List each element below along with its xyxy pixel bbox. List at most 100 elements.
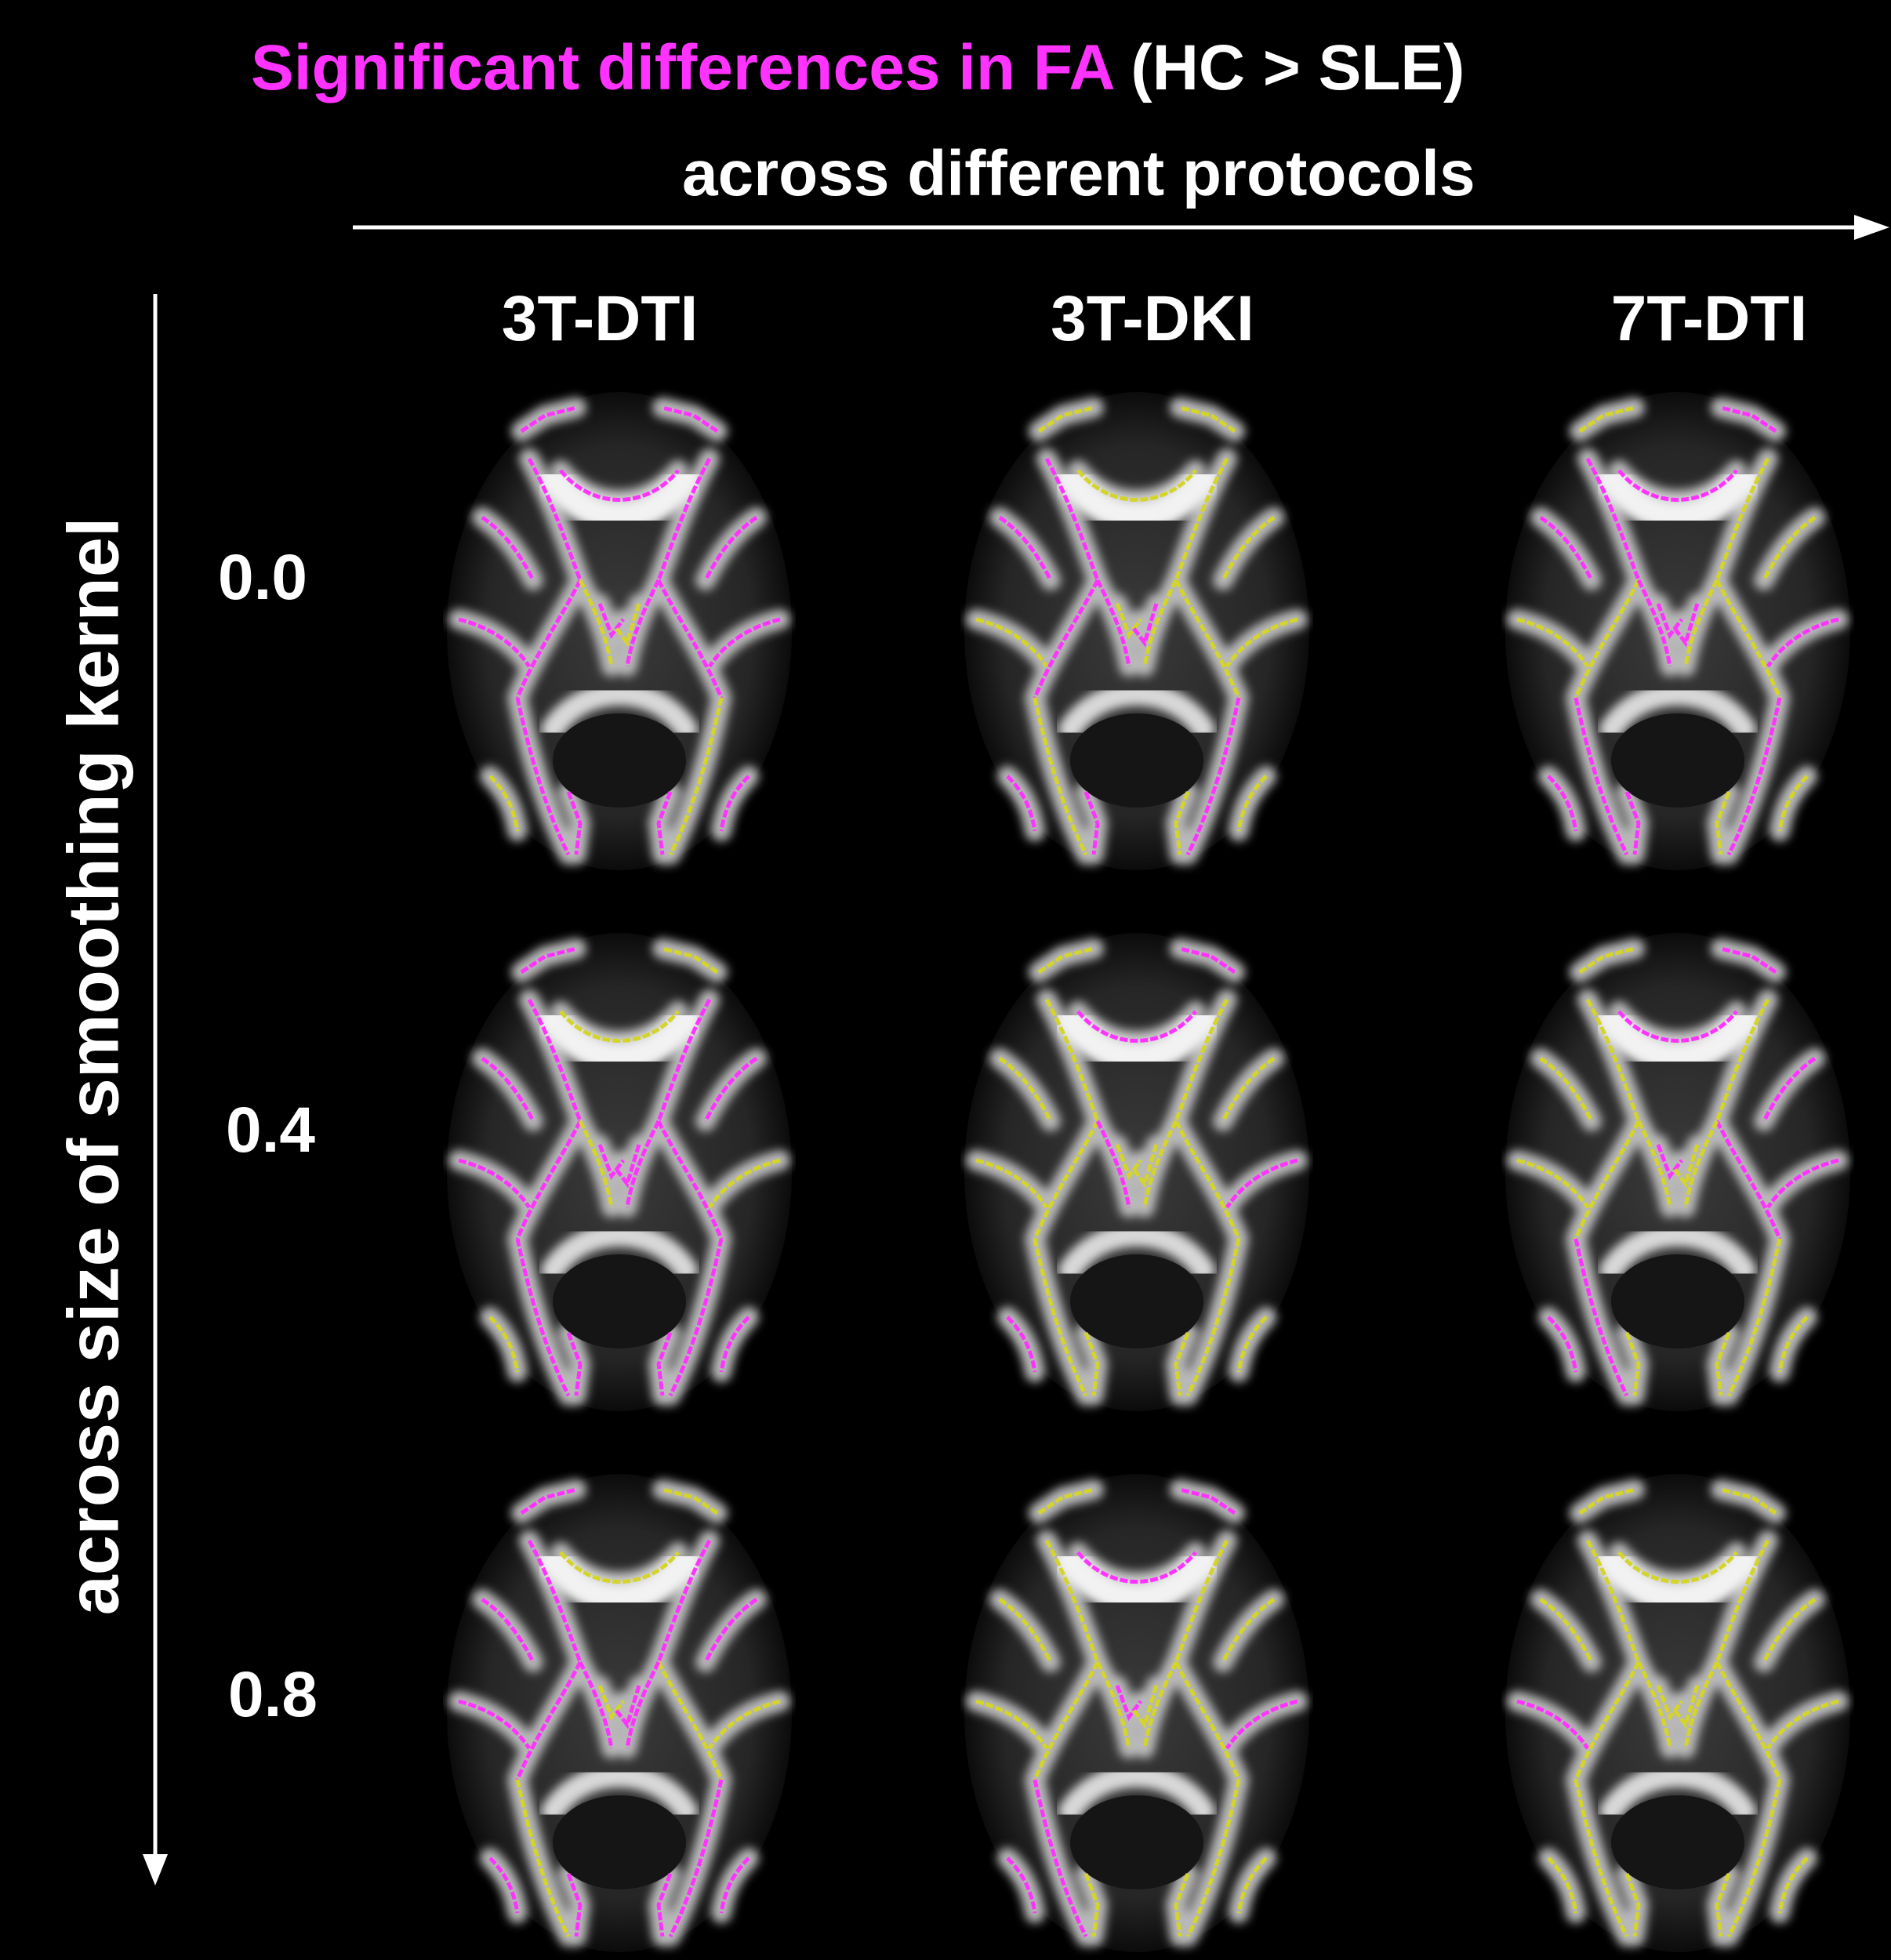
significant-tract — [515, 697, 571, 856]
skeleton-tract — [488, 775, 520, 832]
significant-tract — [1547, 775, 1578, 832]
skeleton-tract — [1185, 1779, 1241, 1938]
skeleton-tract — [1142, 579, 1178, 667]
significant-tract — [1044, 457, 1100, 581]
significant-tract — [1617, 469, 1738, 502]
skeleton-tract — [1585, 998, 1641, 1122]
significant-tract — [1006, 1316, 1037, 1373]
significant-tract — [1766, 1158, 1839, 1209]
significant-tract — [1656, 1144, 1683, 1181]
skeleton-tract — [1683, 1661, 1719, 1749]
corpus-callosum-genu — [537, 1004, 702, 1073]
occipital-region — [1611, 1795, 1744, 1889]
skeleton-tract — [1715, 998, 1770, 1122]
significant-tract — [656, 457, 712, 581]
skeleton-tract — [1115, 1144, 1142, 1181]
skeleton-tract — [998, 1056, 1053, 1123]
significant-tract — [481, 515, 535, 582]
significant-tract — [707, 617, 781, 668]
significant-tract — [559, 469, 680, 502]
skeleton-tract — [1174, 1661, 1241, 1780]
corpus-callosum-splenium — [1599, 1764, 1756, 1823]
skeleton-tract — [1573, 1120, 1641, 1240]
skeleton-tract — [668, 697, 724, 856]
skeleton-tract — [1573, 579, 1641, 699]
skeleton-tract — [488, 1316, 520, 1373]
brain-panel-r1-c2 — [1505, 933, 1850, 1411]
skeleton-tract — [1236, 1857, 1268, 1914]
skeleton-tract — [975, 617, 1049, 668]
significant-tract — [527, 457, 583, 581]
skeleton-tract — [1142, 1661, 1178, 1749]
significant-tract — [1539, 515, 1594, 582]
significant-tract — [1547, 1316, 1578, 1373]
significant-tract — [566, 1873, 583, 1937]
skeleton-tract — [1131, 1144, 1159, 1189]
skeleton-tract — [1236, 775, 1268, 832]
corpus-callosum-splenium — [1599, 1223, 1756, 1282]
skeleton-tract — [975, 1158, 1049, 1209]
brain-panel-r0-c0 — [447, 392, 792, 870]
significant-tract — [625, 579, 661, 667]
occipital-region — [1611, 713, 1744, 808]
skeleton-tract — [1656, 1685, 1683, 1722]
significant-tract — [1573, 1238, 1629, 1397]
corpus-callosum-genu — [537, 463, 702, 532]
skeleton-tract — [1624, 1332, 1641, 1396]
significant-tract — [703, 1597, 758, 1664]
skeleton-tract — [1221, 1056, 1276, 1123]
significant-tract — [656, 1332, 673, 1396]
title-line: Significant differences in FA (HC > SLE) — [251, 31, 1465, 105]
skeleton-tract — [1683, 1120, 1719, 1208]
skeleton-tract — [578, 579, 614, 667]
vertical-arrow — [143, 294, 168, 1886]
skeleton-tract — [515, 1779, 571, 1938]
significant-tract — [625, 1661, 661, 1749]
significant-tract — [1617, 1010, 1738, 1043]
corpus-callosum-splenium — [541, 682, 698, 741]
significant-tract — [1225, 1158, 1298, 1209]
skeleton-tract — [1762, 1597, 1817, 1664]
skeleton-tract — [578, 1120, 614, 1208]
significant-tract — [1076, 1551, 1197, 1584]
skeleton-tract — [1715, 1873, 1731, 1937]
skeleton-tract — [1617, 1551, 1738, 1584]
skeleton-tract — [614, 603, 641, 648]
skeleton-tract — [1044, 998, 1100, 1122]
occipital-region — [553, 713, 686, 808]
skeleton-tract — [1672, 1144, 1700, 1189]
significant-tract — [614, 1685, 641, 1730]
significant-tract — [481, 1056, 535, 1123]
significant-tract — [1585, 457, 1641, 581]
subtitle-protocols: across different protocols — [682, 138, 1475, 209]
significant-tract — [1033, 579, 1100, 699]
skeleton-tract — [1033, 1661, 1100, 1780]
corpus-callosum-genu — [1054, 1004, 1219, 1073]
significant-tract — [668, 1779, 724, 1938]
skeleton-tract — [1174, 1332, 1190, 1396]
significant-tract — [1624, 791, 1641, 855]
significant-tract — [597, 1144, 625, 1181]
skeleton-tract — [707, 1158, 781, 1209]
significant-tract — [488, 1857, 520, 1914]
significant-tract — [668, 1238, 724, 1397]
skeleton-tract — [1174, 579, 1241, 699]
significant-tract — [1185, 697, 1241, 856]
significant-tract — [656, 579, 724, 699]
skeleton-tract — [1636, 1661, 1672, 1749]
skeleton-tract — [1726, 1779, 1782, 1938]
brain-panel-r0-c1 — [964, 392, 1309, 870]
corpus-callosum-splenium — [1599, 682, 1756, 741]
significant-tract — [625, 1120, 661, 1208]
vertical-label-container: across size of smoothing kernel — [0, 0, 204, 1960]
skeleton-tract — [1762, 515, 1817, 582]
skeleton-tract — [1174, 998, 1229, 1122]
significant-tract — [1766, 617, 1839, 668]
skeleton-tract — [1777, 775, 1809, 832]
skeleton-tract — [1225, 617, 1298, 668]
significant-tract — [1006, 775, 1037, 832]
significant-tract — [656, 1873, 673, 1937]
skeleton-tract — [1236, 1316, 1268, 1373]
skeleton-tract — [975, 1699, 1049, 1750]
skeleton-tract — [1573, 1779, 1629, 1938]
